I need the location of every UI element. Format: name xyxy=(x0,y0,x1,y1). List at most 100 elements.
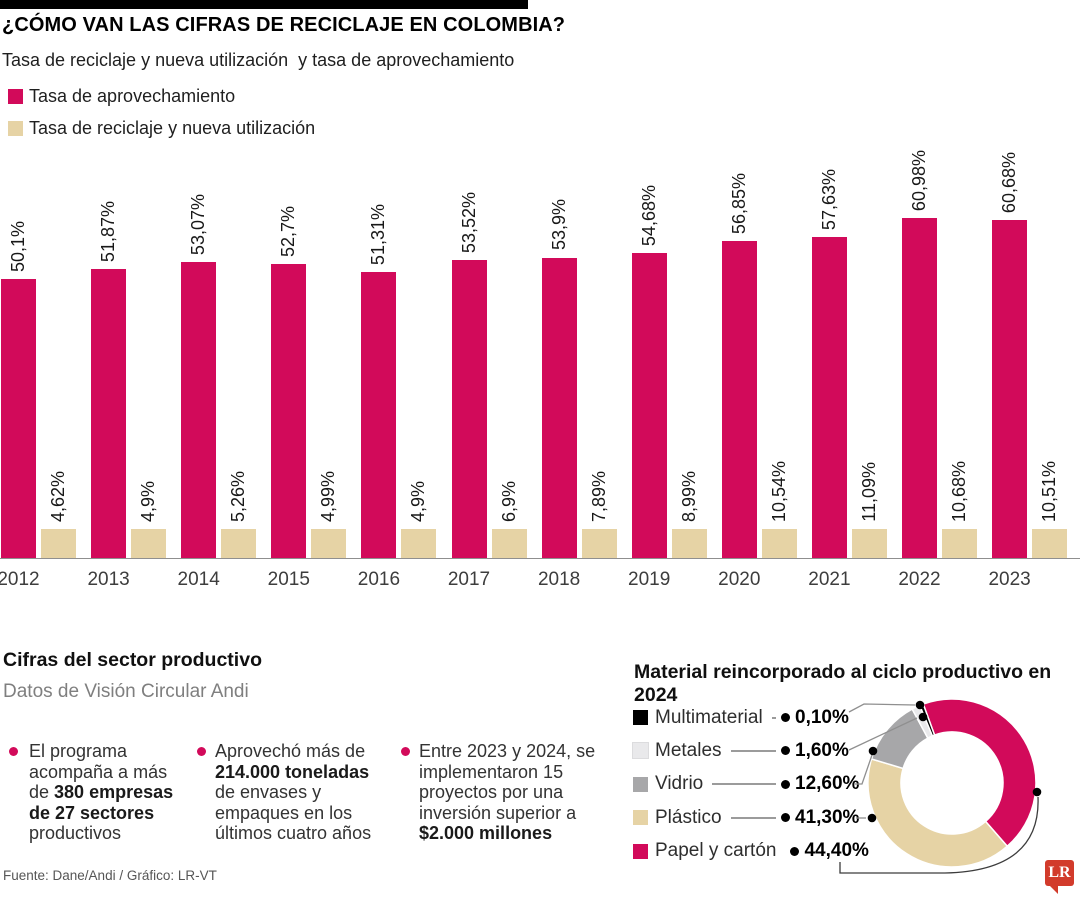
donut-legend-dot xyxy=(781,779,790,789)
bullet-text-1: El programa acompaña a más de 380 empres… xyxy=(29,741,174,843)
donut-legend-swatch xyxy=(633,810,648,826)
leader-dot xyxy=(867,813,877,823)
donut-slice-metales xyxy=(911,704,934,740)
donut-legend-dot xyxy=(781,746,790,756)
sector-heading: Cifras del sector productivo xyxy=(3,649,262,671)
bar-value-label-reciclaje-2017: 6,9% xyxy=(498,480,519,522)
bar-value-label-aprovechamiento-2017: 53,52% xyxy=(458,191,479,253)
donut-legend-label: Vidrio xyxy=(655,773,704,795)
bar-value-label-aprovechamiento-2016: 51,31% xyxy=(368,203,389,265)
donut-legend-swatch xyxy=(633,710,648,725)
bar-value-label-aprovechamiento-2021: 57,63% xyxy=(818,168,839,230)
x-axis-label-2023: 2023 xyxy=(988,569,1031,590)
bar-reciclaje-2023 xyxy=(1032,529,1068,558)
x-axis-label-2020: 2020 xyxy=(718,569,761,590)
donut-legend-value: 1,60% xyxy=(795,739,849,761)
bullet-dot-1 xyxy=(9,747,18,756)
bar-value-label-reciclaje-2018: 7,89% xyxy=(588,470,609,522)
x-axis-label-2017: 2017 xyxy=(447,569,491,590)
donut-slice-multimaterial xyxy=(918,703,936,737)
legend-label-2: Tasa de reciclaje y nueva utilización xyxy=(29,117,316,138)
donut-legend-value: 41,30% xyxy=(795,806,860,828)
leader-curve-papel-y-carton xyxy=(839,796,1039,874)
bar-aprovechamiento-2015 xyxy=(271,264,307,558)
donut-legend-value: 12,60% xyxy=(795,773,860,795)
bar-value-label-reciclaje-2014: 5,26% xyxy=(228,470,249,522)
bar-value-label-reciclaje-2015: 4,99% xyxy=(318,470,339,522)
bar-reciclaje-2021 xyxy=(851,529,887,558)
bar-reciclaje-2012 xyxy=(41,529,76,558)
page-title: ¿CÓMO VAN LAS CIFRAS DE RECICLAJE EN COL… xyxy=(2,14,566,36)
bar-reciclaje-2013 xyxy=(131,529,167,558)
donut-legend-connector xyxy=(771,716,776,719)
bar-value-label-aprovechamiento-2013: 51,87% xyxy=(98,200,119,262)
bar-value-label-aprovechamiento-2022: 60,98% xyxy=(909,149,929,212)
bar-value-label-reciclaje-2022: 10,68% xyxy=(949,460,969,522)
leader-line-metales xyxy=(848,717,918,751)
bar-reciclaje-2018 xyxy=(581,529,617,558)
donut-title: Material reincorporado al ciclo producti… xyxy=(634,661,1052,706)
leader-dot xyxy=(918,712,928,722)
x-axis-label-2019: 2019 xyxy=(628,569,671,590)
donut-legend-swatch xyxy=(633,776,648,792)
donut-legend-item-pl-stico: Plástico 41,30% xyxy=(633,806,860,828)
leader-dot xyxy=(868,746,878,756)
x-axis-label-2021: 2021 xyxy=(808,569,851,590)
donut-legend-item-papel-y-cart-n: Papel y cartón 44,40% xyxy=(633,840,869,862)
bar-value-label-aprovechamiento-2015: 52,7% xyxy=(278,206,299,258)
donut-slice-vidrio xyxy=(870,708,929,770)
bar-reciclaje-2016 xyxy=(401,529,437,558)
source-credit: Fuente: Dane/Andi / Gráfico: LR-VT xyxy=(3,868,217,883)
bar-aprovechamiento-2017 xyxy=(451,259,487,558)
donut-legend-label: Plástico xyxy=(655,806,722,828)
bar-aprovechamiento-2013 xyxy=(91,268,127,558)
bar-value-label-aprovechamiento-2018: 53,9% xyxy=(548,199,569,251)
legend-label-1: Tasa de aprovechamiento xyxy=(29,85,236,106)
donut-legend-label: Metales xyxy=(655,739,722,761)
donut-slice-pl-stico xyxy=(867,758,1009,868)
legend-item-2: Tasa de reciclaje y nueva utilización xyxy=(8,117,316,138)
bar-aprovechamiento-2022 xyxy=(902,218,937,558)
donut-legend-dot xyxy=(790,846,800,856)
donut-legend-item-multimaterial: Multimaterial 0,10% xyxy=(633,707,857,728)
donut-legend-swatch xyxy=(632,742,649,760)
bullet-text-3: Entre 2023 y 2024, se implementaron 15 p… xyxy=(419,741,596,843)
bar-value-label-aprovechamiento-2020: 56,85% xyxy=(728,173,749,235)
donut-legend-dot xyxy=(781,813,790,823)
donut-legend-swatch xyxy=(633,843,648,859)
donut-legend-connector xyxy=(730,816,776,819)
bar-aprovechamiento-2020 xyxy=(721,241,757,558)
sector-subheading: Datos de Visión Circular Andi xyxy=(3,681,249,702)
bar-aprovechamiento-2021 xyxy=(811,236,847,558)
bar-aprovechamiento-2016 xyxy=(361,271,397,558)
donut-legend-dot xyxy=(781,713,790,722)
x-axis-label-2022: 2022 xyxy=(898,569,941,590)
bar-reciclaje-2017 xyxy=(491,529,527,558)
chart-subtitle: Tasa de reciclaje y nueva utilización y … xyxy=(2,50,515,70)
bar-value-label-aprovechamiento-2014: 53,07% xyxy=(188,194,209,256)
donut-legend-value: 44,40% xyxy=(804,840,869,862)
lr-logo: LR xyxy=(1045,860,1074,886)
bar-value-label-aprovechamiento-2019: 54,68% xyxy=(638,185,659,247)
bar-value-label-aprovechamiento-2023: 60,68% xyxy=(999,151,1020,213)
bar-value-label-reciclaje-2023: 10,51% xyxy=(1039,460,1060,522)
donut-legend-value: 0,10% xyxy=(795,706,849,728)
bar-reciclaje-2015 xyxy=(311,529,347,558)
donut-legend-label: Papel y cartón xyxy=(655,840,777,862)
x-axis-baseline xyxy=(0,558,1080,559)
x-axis-label-2012: 2012 xyxy=(0,569,40,590)
bar-value-label-reciclaje-2013: 4,9% xyxy=(138,480,159,522)
legend-swatch-2 xyxy=(8,120,23,136)
bar-reciclaje-2019 xyxy=(671,529,707,558)
lr-logo-tail xyxy=(1049,885,1058,894)
bar-reciclaje-2022 xyxy=(942,529,977,558)
top-accent-bar xyxy=(0,0,528,9)
x-axis-label-2018: 2018 xyxy=(537,569,581,590)
bar-aprovechamiento-2019 xyxy=(631,253,667,558)
bar-aprovechamiento-2023 xyxy=(992,219,1028,558)
x-axis-label-2015: 2015 xyxy=(267,569,310,590)
bullet-text-2: Aprovechó más de 214.000 toneladas de en… xyxy=(215,741,372,843)
legend-item-1: Tasa de aprovechamiento xyxy=(8,85,236,106)
bar-value-label-reciclaje-2012: 4,62% xyxy=(48,470,68,522)
